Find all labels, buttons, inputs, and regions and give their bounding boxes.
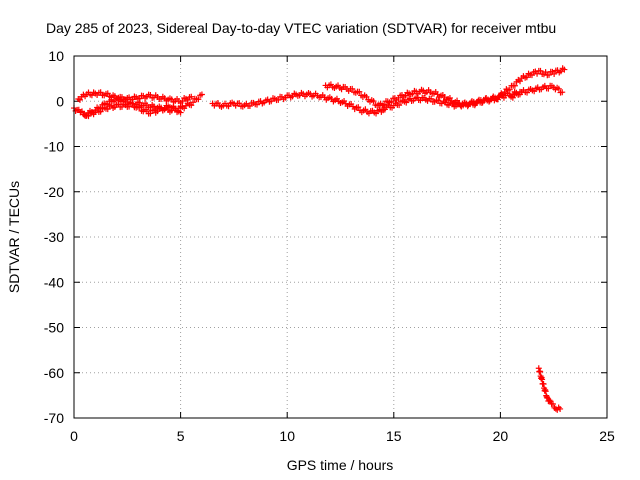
series-track-h bbox=[508, 82, 566, 101]
series-track-g bbox=[493, 65, 568, 103]
data-point bbox=[528, 72, 535, 79]
y-tick-label: -60 bbox=[44, 365, 64, 381]
x-tick-label: 5 bbox=[177, 428, 185, 444]
data-point bbox=[559, 89, 566, 96]
data-point bbox=[446, 94, 453, 101]
data-point bbox=[402, 92, 409, 99]
y-tick-label: -40 bbox=[44, 274, 64, 290]
data-point bbox=[225, 103, 232, 110]
data-point bbox=[76, 96, 83, 103]
data-point bbox=[435, 97, 442, 104]
data-point bbox=[561, 66, 568, 73]
chart-title: Day 285 of 2023, Sidereal Day-to-day VTE… bbox=[46, 20, 556, 36]
data-point bbox=[198, 91, 205, 98]
data-point bbox=[129, 100, 136, 107]
y-tick-label: -50 bbox=[44, 320, 64, 336]
x-tick-label: 20 bbox=[493, 428, 509, 444]
plot-frame bbox=[73, 55, 608, 419]
data-point bbox=[104, 101, 111, 108]
data-point bbox=[524, 89, 531, 96]
data-point bbox=[136, 104, 143, 111]
data-point bbox=[177, 109, 184, 116]
x-tick-label: 10 bbox=[279, 428, 295, 444]
data-point bbox=[136, 95, 143, 102]
data-point bbox=[511, 82, 518, 89]
data-point bbox=[188, 102, 195, 109]
tick-layer: 0 5 10 15 20 25 -70 -60 -50 -40 -30 -20 -10 0 10 bbox=[44, 48, 615, 444]
series-track-c bbox=[81, 94, 184, 119]
data-point bbox=[557, 405, 564, 412]
y-tick-label: -20 bbox=[44, 184, 64, 200]
y-tick-label: 0 bbox=[56, 93, 64, 109]
x-tick-label: 15 bbox=[386, 428, 402, 444]
data-point bbox=[356, 88, 363, 95]
data-point bbox=[542, 69, 549, 76]
data-point bbox=[388, 98, 395, 105]
data-point bbox=[523, 74, 530, 81]
data-point bbox=[428, 95, 435, 102]
series-track-d bbox=[209, 89, 387, 117]
data-point bbox=[355, 104, 362, 111]
x-tick-label: 0 bbox=[70, 428, 78, 444]
data-point bbox=[546, 71, 553, 78]
data-point bbox=[179, 98, 186, 105]
data-point bbox=[517, 78, 524, 85]
y-axis-label: SDTVAR / TECUs bbox=[6, 181, 22, 293]
data-point bbox=[190, 99, 197, 106]
data-point bbox=[236, 100, 243, 107]
data-point bbox=[551, 70, 558, 77]
series-track-i bbox=[535, 365, 564, 413]
y-tick-label: -30 bbox=[44, 229, 64, 245]
y-tick-label: 10 bbox=[48, 48, 64, 64]
data-point bbox=[268, 98, 275, 105]
data-point bbox=[188, 93, 195, 100]
data-point bbox=[97, 105, 104, 112]
data-layer bbox=[71, 65, 568, 413]
grid-layer bbox=[74, 56, 607, 418]
data-point bbox=[370, 98, 377, 105]
data-point bbox=[549, 401, 556, 408]
data-point bbox=[246, 103, 253, 110]
data-point bbox=[161, 105, 168, 112]
data-point bbox=[396, 102, 403, 109]
y-tick-label: -70 bbox=[44, 410, 64, 426]
data-point bbox=[349, 85, 356, 92]
data-point bbox=[275, 96, 282, 103]
data-point bbox=[537, 67, 544, 74]
x-axis-label: GPS time / hours bbox=[287, 457, 394, 473]
data-point bbox=[147, 110, 154, 117]
data-point bbox=[172, 105, 179, 112]
data-point bbox=[555, 85, 562, 92]
data-point bbox=[104, 90, 111, 97]
data-point bbox=[506, 86, 513, 93]
y-tick-label: -10 bbox=[44, 139, 64, 155]
data-point bbox=[253, 101, 260, 108]
data-point bbox=[494, 96, 501, 103]
data-point bbox=[546, 397, 553, 404]
data-point bbox=[195, 96, 202, 103]
x-tick-label: 25 bbox=[599, 428, 615, 444]
